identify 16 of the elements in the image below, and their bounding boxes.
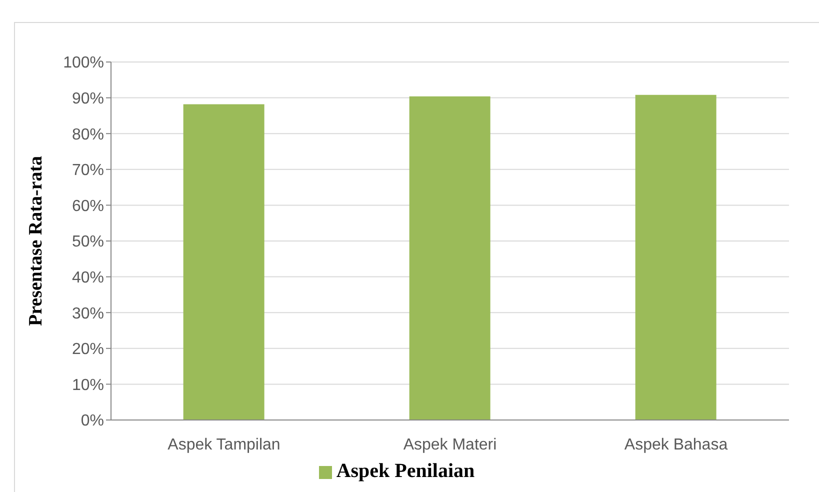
x-tick-label: Aspek Bahasa [624, 436, 728, 454]
y-tick-label: 20% [72, 341, 104, 358]
x-tick-label: Aspek Tampilan [168, 436, 280, 454]
legend-label: Aspek Penilaian [336, 460, 475, 482]
x-tick-label: Aspek Materi [403, 436, 497, 454]
y-tick-label: 100% [63, 54, 104, 72]
y-tick-label: 80% [72, 126, 104, 144]
y-tick-label: 50% [72, 234, 104, 251]
y-tick-label: 70% [72, 162, 104, 180]
y-tick-label: 90% [72, 90, 104, 108]
y-tick-label: 10% [72, 376, 104, 394]
y-axis-title: Presentase Rata-rata [26, 155, 47, 326]
y-tick-label: 60% [72, 198, 104, 215]
y-tick-label: 0% [80, 412, 104, 430]
y-tick-label: 30% [72, 305, 104, 322]
y-tick-label: 40% [72, 269, 104, 286]
